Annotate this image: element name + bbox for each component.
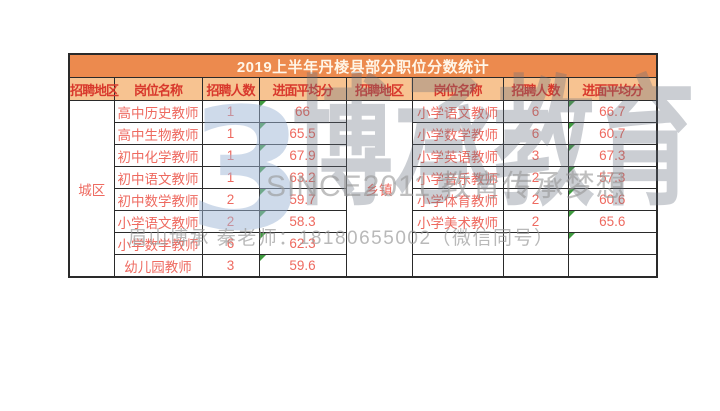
error-flag-icon [568,189,575,195]
error-flag-icon [259,255,266,261]
post-cell: 高中生物教师 [113,122,203,145]
score-cell [567,232,658,255]
post-cell [411,254,504,278]
score-value: 59.7 [289,192,316,207]
count-cell [502,254,569,278]
col-header-count-left: 招聘人数 [201,77,260,101]
score-value: 60.7 [599,126,626,141]
table-row: 幼儿园教师 3 59.6 [69,254,658,278]
post-cell: 小学语文教师 [113,210,203,233]
col-header-post-right: 岗位名称 [411,77,504,101]
error-flag-icon [259,189,266,195]
table-row: 高中生物教师 1 65.5 小学数学教师 6 60.7 [69,122,658,145]
score-value: 65.6 [599,214,626,229]
region-cell-urban: 城区 [68,100,115,278]
post-cell [411,232,504,255]
error-flag-icon [568,233,575,239]
score-value: 62.3 [289,236,316,251]
score-cell: 60.6 [567,188,658,211]
score-value: 66 [294,104,311,119]
table-row: 初中化学教师 1 67.9 小学英语教师 3 67.3 [69,144,658,167]
error-flag-icon [259,211,266,217]
score-value: 57.3 [599,170,626,185]
error-flag-icon [259,123,266,129]
error-flag-icon [259,145,266,151]
score-cell: 62.3 [258,232,347,255]
col-header-score-left: 进面平均分 [258,77,347,101]
col-header-region-right: 招聘地区 [345,77,413,101]
error-flag-icon [568,145,575,151]
count-cell: 6 [502,122,569,145]
error-flag-icon [568,211,575,217]
post-cell: 小学英语教师 [411,144,504,167]
score-cell: 66 [258,100,347,123]
error-flag-icon [568,167,575,173]
post-cell: 小学数学教师 [411,122,504,145]
count-cell: 1 [201,122,260,145]
score-value: 59.6 [289,258,316,273]
score-value: 67.3 [599,148,626,163]
score-value: 58.3 [289,214,316,229]
score-cell: 63.2 [258,166,347,189]
count-cell [502,232,569,255]
post-cell: 幼儿园教师 [113,254,203,278]
score-cell: 67.9 [258,144,347,167]
score-cell: 57.3 [567,166,658,189]
post-cell: 小学美术教师 [411,210,504,233]
score-cell: 66.7 [567,100,658,123]
count-cell: 3 [502,144,569,167]
error-flag-icon [568,123,575,129]
score-cell: 59.7 [258,188,347,211]
count-cell: 1 [201,100,260,123]
count-cell: 2 [201,188,260,211]
count-cell: 2 [502,166,569,189]
post-cell: 初中数学教师 [113,188,203,211]
score-cell: 60.7 [567,122,658,145]
score-value: 60.6 [599,192,626,207]
error-flag-icon [259,167,266,173]
count-cell: 6 [201,232,260,255]
col-header-post-left: 岗位名称 [113,77,203,101]
score-cell: 67.3 [567,144,658,167]
score-value: 65.5 [289,126,316,141]
table-header-row: 招聘地区 岗位名称 招聘人数 进面平均分 招聘地区 岗位名称 招聘人数 进面平均… [68,77,658,101]
count-cell: 6 [502,100,569,123]
score-value: 63.2 [289,170,316,185]
count-cell: 1 [201,166,260,189]
count-cell: 2 [502,210,569,233]
post-cell: 高中历史教师 [113,100,203,123]
col-header-count-right: 招聘人数 [502,77,569,101]
score-value: 66.7 [599,104,626,119]
score-statistics-table: 2019上半年丹棱县部分职位分数统计 招聘地区 岗位名称 招聘人数 进面平均分 … [68,53,658,278]
count-cell: 2 [502,188,569,211]
count-cell: 3 [201,254,260,278]
post-cell: 小学音乐教师 [411,166,504,189]
col-header-region-left: 招聘地区 [68,77,119,101]
score-cell: 59.6 [258,254,347,278]
table-row: 城区 高中历史教师 1 66 乡镇 小学语文教师 6 66.7 [68,100,658,278]
score-cell: 58.3 [258,210,347,233]
post-cell: 小学数学教师 [113,232,203,255]
col-header-score-right: 进面平均分 [567,77,658,101]
post-cell: 初中化学教师 [113,144,203,167]
count-cell: 2 [201,210,260,233]
table-title: 2019上半年丹棱县部分职位分数统计 [68,53,658,78]
table-row: 小学语文教师 2 58.3 小学美术教师 2 65.6 [69,210,658,233]
post-cell: 小学体育教师 [411,188,504,211]
error-flag-icon [259,233,266,239]
table-row: 初中数学教师 2 59.7 小学体育教师 2 60.6 [69,188,658,211]
score-cell [567,254,658,278]
table-row: 小学数学教师 6 62.3 [69,232,658,255]
table-title-row: 2019上半年丹棱县部分职位分数统计 [68,53,658,78]
score-cell: 65.5 [258,122,347,145]
post-cell: 小学语文教师 [411,100,504,123]
post-cell: 初中语文教师 [113,166,203,189]
error-flag-icon [568,101,575,107]
error-flag-icon [259,101,266,107]
count-cell: 1 [201,144,260,167]
region-cell-township: 乡镇 [345,100,413,278]
score-value: 67.9 [289,148,316,163]
score-cell: 65.6 [567,210,658,233]
